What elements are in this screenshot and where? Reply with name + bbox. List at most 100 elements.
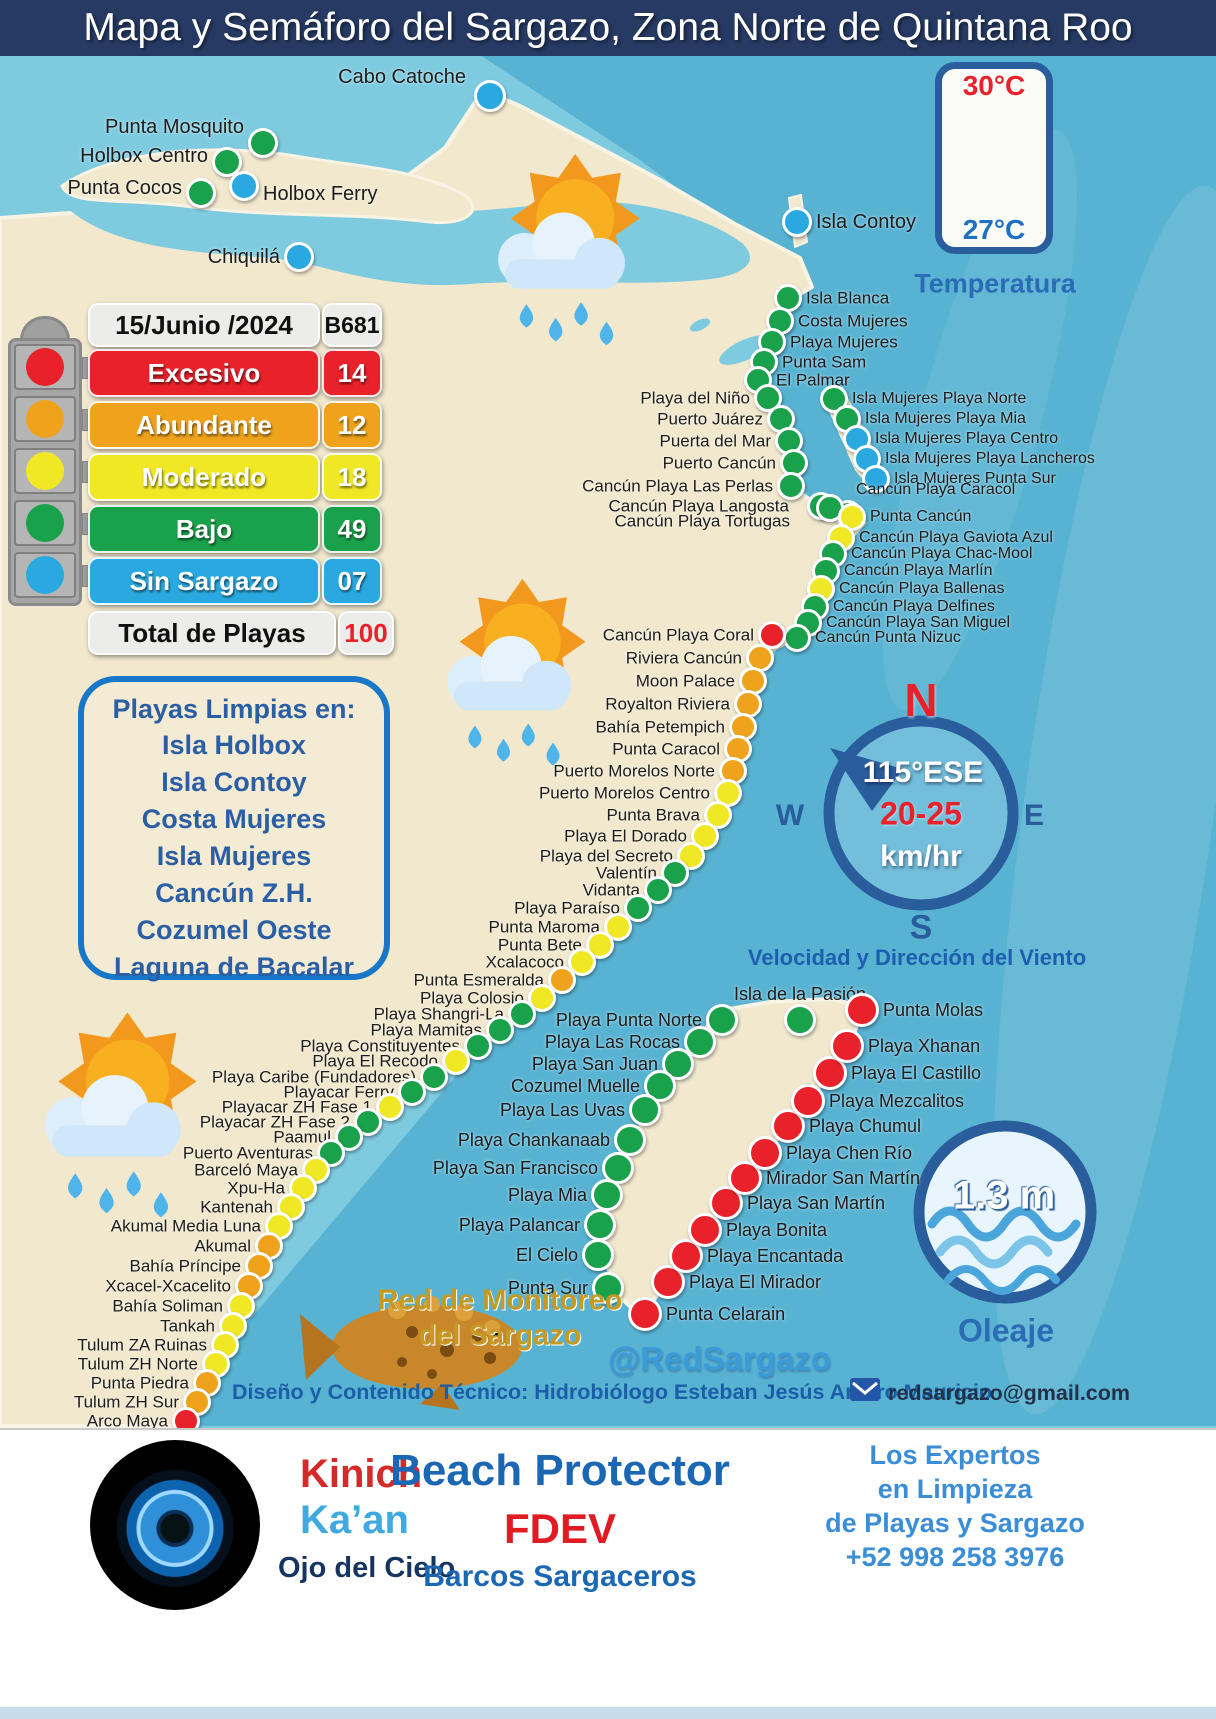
beach-label: Playa Encantada bbox=[707, 1246, 844, 1266]
beach-label: Playa Paraíso bbox=[514, 898, 620, 918]
beach-label: Tankah bbox=[160, 1316, 215, 1336]
beach-dot bbox=[777, 472, 805, 500]
beach-label: Punta Bete bbox=[497, 935, 582, 955]
temperature-widget bbox=[935, 62, 1053, 254]
beach-label: Cancún Playa San Miguel bbox=[826, 614, 1011, 631]
beach-label: Isla de la Pasión bbox=[733, 984, 867, 1004]
wave-icon bbox=[935, 1235, 1053, 1269]
beach-label: Isla Mujeres Punta Sur bbox=[894, 470, 1056, 487]
beach-label: Punta Molas bbox=[883, 1000, 984, 1020]
wave-height-value: 1.3 m bbox=[952, 1173, 1056, 1218]
clean-beach-item: Costa Mujeres bbox=[141, 804, 327, 834]
beach-label: Punta Mosquito bbox=[105, 116, 244, 138]
beach-label: Isla Contoy bbox=[816, 211, 917, 233]
beach-label: Chiquilá bbox=[207, 246, 280, 268]
beach-dot bbox=[628, 1297, 662, 1331]
eye-logo bbox=[90, 1440, 260, 1610]
beach-label: Cancún Playa Chac-Mool bbox=[851, 545, 1033, 562]
beach-label: Punta Brava bbox=[606, 805, 700, 825]
beach-label: Akumal Media Luna bbox=[110, 1216, 261, 1236]
beach-label: Playa Las Uvas bbox=[499, 1100, 625, 1120]
beach-label: Playa Mia bbox=[507, 1185, 587, 1205]
beach-label: Cancún Playa Langosta bbox=[608, 496, 789, 516]
beach-label: Playacar ZH Fase 2 bbox=[199, 1112, 350, 1132]
beach-label: Punta Maroma bbox=[488, 917, 601, 937]
beach-dot bbox=[284, 242, 314, 272]
beach-label: Playacar ZH Fase 1 bbox=[221, 1097, 372, 1117]
beach-label: Moon Palace bbox=[635, 671, 735, 691]
beach-label: Cozumel Muelle bbox=[510, 1076, 640, 1096]
temperature-low: 27°C bbox=[962, 214, 1026, 245]
beach-label: Playa Constituyentes bbox=[300, 1036, 460, 1056]
beach-label: Puerto Morelos Norte bbox=[553, 761, 715, 781]
footer-logo2-line1: Beach Protector bbox=[390, 1446, 730, 1495]
beach-label: Xcacel-Xcacelito bbox=[105, 1276, 231, 1296]
sargassum-fish-image bbox=[300, 1296, 522, 1410]
email-address: redsargazo@gmail.com bbox=[888, 1381, 1131, 1405]
clean-beach-item: Isla Contoy bbox=[161, 767, 307, 797]
legend-date: 15/Junio /2024 bbox=[88, 303, 320, 347]
beach-label: Valentín bbox=[595, 863, 657, 883]
legend-row-count: 07 bbox=[322, 557, 382, 605]
beach-dot bbox=[862, 465, 890, 493]
wave-icon bbox=[927, 1206, 1081, 1242]
beach-label: Xpu-Ha bbox=[227, 1178, 285, 1198]
legend-row-label: Moderado bbox=[88, 453, 320, 501]
beach-label: Puerta del Mar bbox=[659, 431, 772, 451]
beach-label: El Palmar bbox=[776, 370, 850, 390]
beach-dot bbox=[662, 1048, 694, 1080]
footer-logo3-line: Los Expertos bbox=[869, 1440, 1041, 1470]
traffic-light-cell bbox=[14, 552, 76, 598]
beach-label: Punta Celarain bbox=[666, 1304, 786, 1324]
beach-label: El Cielo bbox=[515, 1245, 578, 1265]
beach-label: Punta Sam bbox=[782, 352, 867, 372]
beach-label: Barceló Maya bbox=[194, 1160, 298, 1180]
beach-label: Bahía Soliman bbox=[112, 1296, 223, 1316]
clean-beaches-title: Playas Limpias en: bbox=[112, 694, 356, 724]
beach-label: Punta Sur bbox=[507, 1278, 588, 1298]
wind-widget-caption: Velocidad y Dirección del Viento bbox=[747, 945, 1087, 970]
beach-label: Cancún Playa Marlín bbox=[844, 562, 993, 579]
beach-label: Playa El Mirador bbox=[689, 1272, 822, 1292]
beach-label: Punta Caracol bbox=[612, 739, 720, 759]
legend-total-label: Total de Playas bbox=[88, 611, 336, 655]
wind-direction-value: 115°ESE bbox=[862, 756, 984, 789]
beach-label: Cancún Playa Gaviota Azul bbox=[859, 529, 1053, 546]
beach-dot bbox=[229, 171, 259, 201]
beach-dot bbox=[248, 128, 278, 158]
footer-logo3-line: +52 998 258 3976 bbox=[845, 1542, 1065, 1572]
sea-light-band bbox=[883, 129, 1077, 711]
network-name-line2: del Sargazo bbox=[418, 1319, 582, 1352]
footer-logo2-line2: FDEV bbox=[503, 1505, 616, 1552]
beach-dot bbox=[584, 1209, 616, 1241]
beach-label: Cancún Playa Coral bbox=[602, 625, 754, 645]
wave-icon bbox=[944, 1265, 1060, 1295]
footer-logo3-lines: Los Expertos en Limpieza de Playas y Sarga… bbox=[788, 1438, 1122, 1574]
beach-label: Playa El Recodo bbox=[312, 1051, 438, 1071]
beach-label: Playa San Francisco bbox=[432, 1158, 598, 1178]
footer-logo1-line2: Ka’an bbox=[300, 1498, 409, 1542]
beach-label: Punta Piedra bbox=[90, 1373, 189, 1393]
beach-label: Vidanta bbox=[582, 880, 640, 900]
beach-label: Playa Colosio bbox=[420, 988, 524, 1008]
beach-label: Isla Mujeres Playa Lancheros bbox=[885, 450, 1095, 467]
beach-label: Isla Mujeres Playa Centro bbox=[875, 430, 1059, 447]
beach-label: Playa Xhanan bbox=[868, 1036, 981, 1056]
email-icon bbox=[850, 1378, 880, 1401]
beach-label: Bahía Príncipe bbox=[129, 1256, 241, 1276]
beach-dot bbox=[748, 1136, 782, 1170]
beach-label: Bahía Petempich bbox=[595, 717, 725, 737]
beach-dot bbox=[706, 1004, 738, 1036]
beach-label: Tulum ZH Sur bbox=[73, 1392, 179, 1412]
beach-dot bbox=[783, 624, 811, 652]
lake-shape bbox=[719, 335, 771, 365]
temperature-high: 30°C bbox=[962, 70, 1026, 101]
traffic-light-bulb-bajo bbox=[26, 504, 64, 542]
beach-label: Playacar Ferry bbox=[283, 1082, 394, 1102]
legend-row-label: Sin Sargazo bbox=[88, 557, 320, 605]
beach-dot bbox=[813, 1056, 847, 1090]
beach-dot bbox=[845, 993, 879, 1027]
beach-label: Puerto Juárez bbox=[657, 409, 763, 429]
traffic-light-bulb-sin bbox=[26, 556, 64, 594]
